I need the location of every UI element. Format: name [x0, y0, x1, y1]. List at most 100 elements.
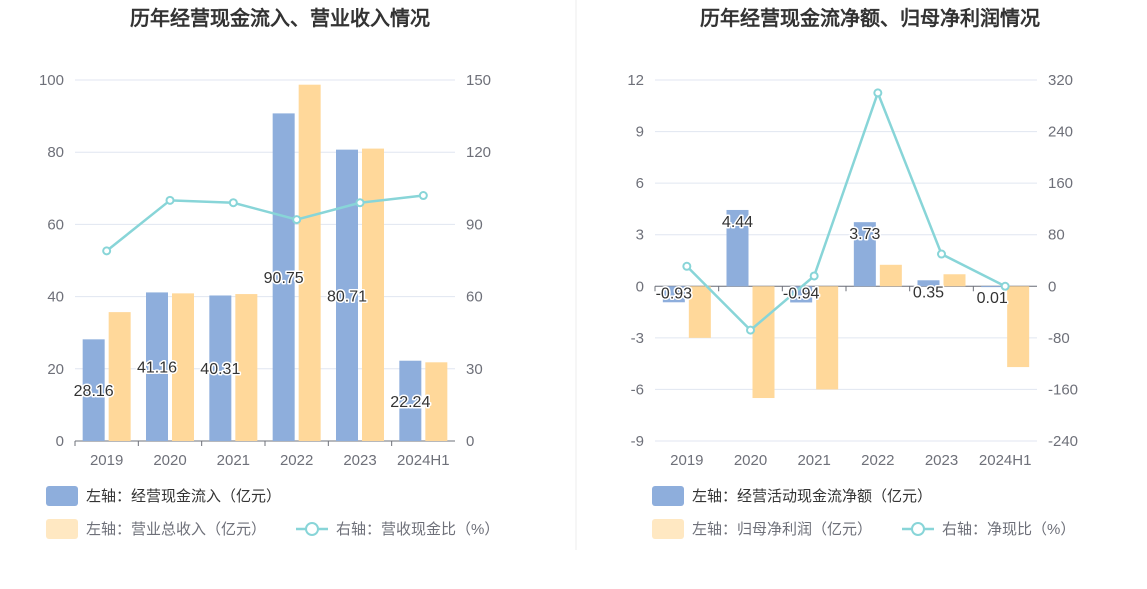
line-point	[355, 198, 365, 208]
chart-title: 历年经营现金流入、营业收入情况	[130, 6, 430, 30]
x-axis-tick-label: 2019	[90, 452, 123, 469]
bar-data-label: 0.35	[913, 284, 944, 301]
bar-series2	[879, 264, 902, 287]
legend-label-series1: 左轴：经营活动现金流净额（亿元）	[692, 488, 932, 505]
bar-series1	[917, 280, 940, 287]
left-axis-tick-label: 0	[56, 433, 64, 450]
bar-series2	[1007, 286, 1030, 368]
line-point	[102, 246, 112, 256]
line-series	[105, 194, 424, 252]
left-axis-tick-label: 6	[636, 175, 644, 192]
left-axis-tick-label: -9	[631, 433, 644, 450]
left-axis-tick-label: 9	[636, 124, 644, 141]
bar-series1	[146, 292, 168, 441]
bar-series2	[425, 362, 448, 441]
right-axis-tick-label: -160	[1048, 381, 1078, 398]
bar-data-label: 28.16	[74, 383, 114, 400]
bar-data-label: 41.16	[137, 360, 177, 377]
legend-swatch-line-marker	[911, 522, 925, 536]
line-point	[165, 195, 175, 205]
x-axis-tick-label: 2021	[797, 452, 830, 469]
legend-swatch-series1	[46, 486, 78, 506]
line-point	[418, 191, 428, 201]
bar-series2	[235, 294, 258, 441]
line-point	[292, 215, 302, 225]
bar-series1	[336, 149, 358, 441]
legend-swatch-series1	[652, 486, 684, 506]
legend-label-series1: 左轴：经营现金流入（亿元）	[86, 488, 281, 505]
bar-series2	[298, 84, 321, 442]
bar-series1	[726, 209, 749, 287]
left-axis-tick-label: 12	[627, 72, 644, 89]
right-axis-tick-label: 0	[1048, 278, 1056, 295]
line-point	[746, 325, 755, 335]
x-axis-tick-label: 2020	[734, 452, 767, 469]
left-axis-tick-label: -6	[631, 381, 644, 398]
right-axis-tick-label: 80	[1048, 227, 1065, 244]
legend-swatch-line-marker	[305, 522, 319, 536]
bar-series1	[853, 222, 876, 287]
right-axis-tick-label: 320	[1048, 72, 1073, 89]
bar-series1	[981, 286, 1004, 288]
line-point	[228, 198, 238, 208]
bar-series1	[399, 360, 422, 441]
bar-series1	[662, 286, 685, 303]
chart-net-cashflow-profit: 历年经营现金流净额、归母净利润情况 -9 -6 -3 0 3 6 9 12 -240 -160 -80…	[627, 6, 1078, 539]
legend-label-line: 右轴：净现比（%）	[942, 521, 1075, 538]
bar-data-label: 22.24	[390, 394, 430, 411]
bar-series2	[688, 286, 711, 338]
legend-label-line: 右轴：营收现金比（%）	[336, 521, 499, 538]
x-axis-tick-label: 2023	[343, 452, 376, 469]
bar-series2	[362, 148, 384, 441]
right-axis-tick-label: 0	[466, 433, 474, 450]
right-axis-tick-label: 30	[466, 361, 483, 378]
bar-data-label: 4.44	[722, 214, 753, 231]
bar-data-label: 90.75	[264, 270, 304, 287]
bar-data-label: 0.01	[977, 290, 1008, 307]
left-axis-tick-label: 80	[47, 144, 64, 161]
chart-cash-inflow-revenue: 历年经营现金流入、营业收入情况 0 20 40 60 80 100 0 30 60 90 120 150…	[39, 6, 499, 539]
line-point	[809, 271, 819, 281]
bar-series2	[943, 274, 966, 287]
right-axis-tick-label: 90	[466, 216, 483, 233]
bar-data-label: 40.31	[200, 361, 240, 378]
bar-series1	[82, 339, 105, 441]
line-point	[1000, 281, 1010, 291]
bar-series2	[172, 293, 194, 441]
right-axis-tick-label: 60	[466, 289, 483, 306]
bar-series2	[108, 312, 131, 441]
x-axis-tick-label: 2019	[670, 452, 703, 469]
left-axis-tick-label: 20	[47, 361, 64, 378]
bar-data-label: -0.93	[656, 285, 693, 302]
x-axis-tick-label: 2024H1	[397, 452, 450, 469]
right-axis-tick-label: 120	[466, 144, 491, 161]
right-axis-tick-label: 240	[1048, 124, 1073, 141]
left-axis-tick-label: 100	[39, 72, 64, 89]
right-axis-tick-label: -240	[1048, 433, 1078, 450]
x-axis-tick-label: 2021	[217, 452, 250, 469]
line-series	[685, 89, 1006, 332]
right-axis-tick-label: 160	[1048, 175, 1073, 192]
line-point	[873, 88, 883, 98]
line-point	[682, 261, 692, 271]
right-axis-tick-label: 150	[466, 72, 491, 89]
line-point	[937, 249, 946, 259]
bar-series1	[209, 295, 232, 441]
left-axis-tick-label: -3	[631, 330, 644, 347]
left-axis-tick-label: 0	[636, 278, 644, 295]
bar-data-label: -0.94	[783, 285, 820, 302]
left-axis-tick-label: 40	[47, 289, 64, 306]
left-axis-tick-label: 60	[47, 216, 64, 233]
left-axis-tick-label: 3	[636, 227, 644, 244]
bar-series1	[272, 113, 295, 441]
legend-label-series2: 左轴：营业总收入（亿元）	[86, 521, 266, 538]
legend-label-series2: 左轴：归母净利润（亿元）	[692, 521, 872, 538]
x-axis-tick-label: 2020	[153, 452, 186, 469]
x-axis-tick-label: 2024H1	[979, 452, 1032, 469]
bar-data-label: 3.73	[849, 226, 880, 243]
legend-swatch-series2	[652, 519, 684, 539]
x-axis-tick-label: 2023	[925, 452, 958, 469]
bar-series2	[752, 286, 775, 399]
chart-title: 历年经营现金流净额、归母净利润情况	[700, 6, 1040, 30]
